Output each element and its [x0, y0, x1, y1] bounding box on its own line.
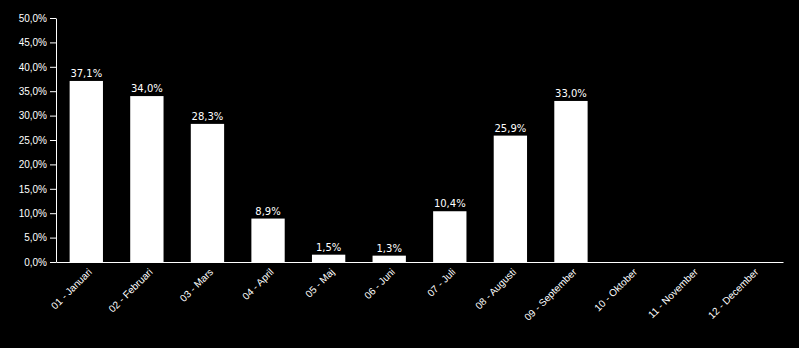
x-tick-label: 01 - Januari	[49, 266, 94, 311]
plot: 0,0% 5,0% 10,0% 15,0% 20,0% 25,0% 30,0% 35,0% 40…	[19, 13, 784, 323]
x-tick: 09 - September	[522, 266, 579, 323]
bar	[130, 96, 163, 262]
y-tick-mark	[50, 42, 56, 43]
y-tick: 35,0%	[19, 86, 56, 97]
x-tick: 08 - Augusti	[473, 266, 518, 311]
x-axis: 01 - Januari 02 - Februari 03 - Mars 04 - A…	[49, 263, 784, 323]
bar	[373, 256, 406, 262]
background	[0, 0, 799, 348]
x-tick-label: 06 - Juni	[362, 266, 397, 301]
y-tick-mark	[50, 116, 56, 117]
x-tick-label: 12 - December	[706, 266, 761, 321]
y-tick-label: 5,0%	[24, 232, 47, 243]
x-tick-label: 07 - Juli	[425, 266, 458, 299]
x-tick-label: 05 - Maj	[303, 266, 336, 299]
y-tick: 45,0%	[19, 37, 56, 48]
y-tick-label: 15,0%	[19, 184, 47, 195]
x-tick-label: 08 - Augusti	[473, 266, 518, 311]
data-label: 1,5%	[316, 242, 341, 253]
y-tick: 40,0%	[19, 62, 56, 73]
x-tick: 01 - Januari	[49, 266, 94, 311]
y-tick-mark	[50, 213, 56, 214]
y-tick-label: 10,0%	[19, 208, 47, 219]
y-axis: 0,0% 5,0% 10,0% 15,0% 20,0% 25,0% 30,0% 35,0% 40…	[19, 13, 57, 268]
y-tick-label: 45,0%	[19, 37, 47, 48]
y-tick: 50,0%	[19, 13, 56, 24]
y-tick-mark	[50, 18, 56, 19]
y-tick: 15,0%	[19, 184, 56, 195]
bar	[433, 211, 466, 262]
y-tick: 5,0%	[24, 232, 56, 243]
x-tick: 07 - Juli	[425, 266, 458, 299]
y-tick-label: 20,0%	[19, 159, 47, 170]
bars	[70, 81, 588, 262]
y-tick-label: 40,0%	[19, 62, 47, 73]
y-tick-label: 35,0%	[19, 86, 47, 97]
x-tick-label: 04 - April	[240, 266, 276, 302]
data-label: 25,9%	[494, 123, 526, 134]
data-label: 8,9%	[255, 206, 280, 217]
x-tick: 03 - Mars	[178, 266, 216, 304]
data-label: 28,3%	[192, 111, 224, 122]
y-tick-mark	[50, 189, 56, 190]
y-tick: 0,0%	[24, 257, 56, 268]
data-label: 1,3%	[377, 243, 402, 254]
x-tick: 06 - Juni	[362, 266, 397, 301]
y-tick-mark	[50, 164, 56, 165]
x-tick: 04 - April	[240, 266, 276, 302]
bar	[251, 219, 284, 262]
data-label: 10,4%	[434, 198, 466, 209]
x-tick-label: 03 - Mars	[178, 266, 216, 304]
bar	[615, 262, 648, 263]
x-tick-label: 11 - November	[646, 266, 700, 320]
y-tick-label: 0,0%	[24, 257, 47, 268]
x-tick-label: 09 - September	[522, 266, 579, 323]
y-tick-label: 25,0%	[19, 135, 47, 146]
data-label: 34,0%	[131, 83, 163, 94]
bar	[312, 255, 345, 262]
data-label: 37,1%	[70, 68, 102, 79]
data-labels: 37,1% 34,0% 28,3% 8,9% 1,5% 1,3% 10,4% 25,9% 33,…	[70, 68, 586, 254]
chart: 0,0% 5,0% 10,0% 15,0% 20,0% 25,0% 30,0% 35,0% 40…	[0, 0, 799, 348]
bar	[191, 124, 224, 262]
y-axis-line	[56, 19, 57, 263]
y-tick: 20,0%	[19, 159, 56, 170]
x-tick-label: 10 - Oktober	[592, 266, 640, 314]
bar	[70, 81, 103, 262]
bar	[736, 262, 769, 263]
bar	[494, 136, 527, 262]
y-tick-mark	[50, 91, 56, 92]
y-tick-mark	[50, 67, 56, 68]
y-tick-mark	[50, 262, 56, 263]
x-tick-label: 02 - Februari	[106, 266, 154, 314]
y-tick: 10,0%	[19, 208, 56, 219]
data-label: 33,0%	[555, 88, 587, 99]
y-tick: 30,0%	[19, 110, 56, 121]
x-tick: 12 - December	[706, 266, 761, 321]
bar	[675, 262, 708, 263]
y-tick-label: 30,0%	[19, 110, 47, 121]
x-axis-line	[57, 262, 784, 263]
x-tick: 10 - Oktober	[592, 266, 640, 314]
bar	[554, 101, 587, 262]
y-tick-label: 50,0%	[19, 13, 47, 24]
y-tick: 25,0%	[19, 135, 56, 146]
y-tick-mark	[50, 140, 56, 141]
x-tick: 05 - Maj	[303, 266, 336, 299]
x-tick: 02 - Februari	[106, 266, 154, 314]
x-tick: 11 - November	[646, 266, 700, 320]
y-tick-mark	[50, 238, 56, 239]
